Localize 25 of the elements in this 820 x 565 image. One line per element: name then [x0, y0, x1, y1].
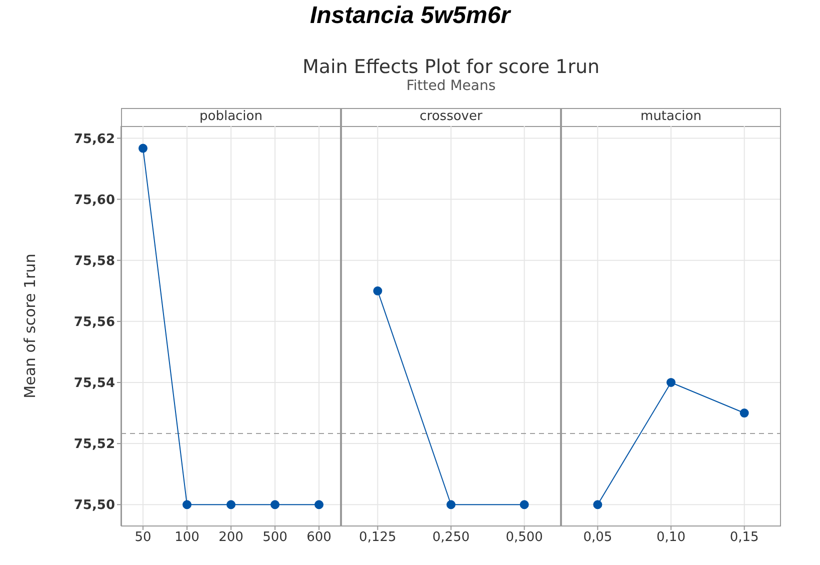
y-tick-label: 75,58	[74, 254, 115, 269]
x-tick-label: 200	[218, 530, 244, 546]
x-tick-label: 100	[174, 530, 200, 546]
x-tick-label: 0,05	[583, 530, 612, 546]
y-tick-label: 75,56	[74, 315, 115, 330]
x-tick-label: 0,10	[656, 530, 686, 546]
text: Main Effects Plot for score 1run	[301, 56, 601, 78]
y-tick-label: 75,54	[74, 376, 115, 392]
y-tick-label: 75,50	[74, 498, 115, 514]
text: Instancia 5w5m6r	[308, 2, 512, 30]
x-tick-label: 0,125	[359, 530, 396, 546]
x-tick-label: 0,500	[506, 530, 543, 546]
x-tick-label: 0,250	[432, 530, 470, 546]
x-tick-label: 0,15	[730, 530, 759, 546]
y-tick-label: 75,62	[74, 132, 115, 147]
y-axis-title: Mean of score 1run	[21, 254, 39, 398]
y-tick-label: 75,52	[74, 437, 115, 452]
chart-title: mutacion	[561, 108, 781, 127]
x-tick-label: 500	[262, 530, 288, 546]
x-tick-label: 600	[306, 530, 332, 546]
chart-title: poblacion	[121, 108, 341, 127]
y-tick-label: 75,60	[74, 192, 115, 208]
x-tick-label: 50	[134, 530, 152, 546]
chart-title: crossover	[341, 108, 561, 127]
text: Fitted Means	[405, 78, 497, 94]
